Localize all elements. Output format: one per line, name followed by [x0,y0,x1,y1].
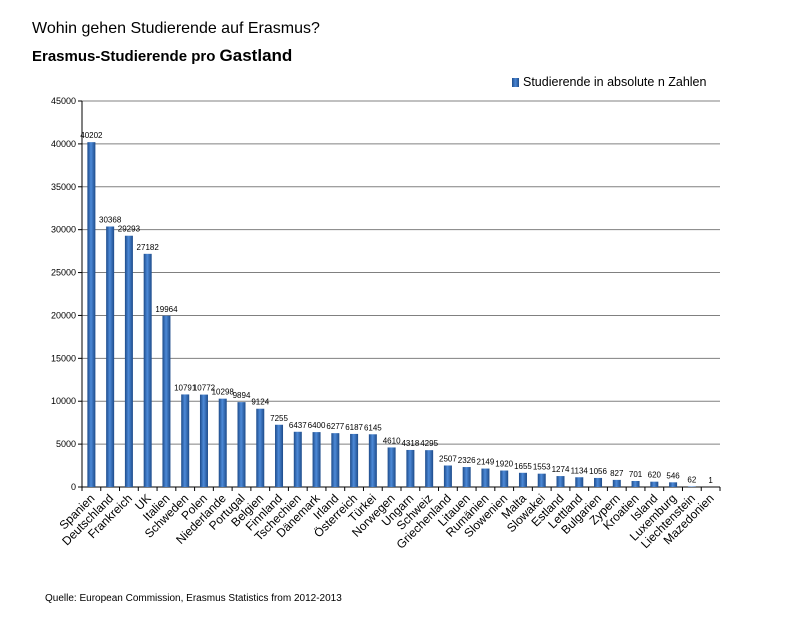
data-label: 10791 [174,383,197,392]
data-label: 19964 [155,305,178,314]
data-label: 2507 [439,454,457,463]
bar [312,432,321,487]
source-note: Quelle: European Commission, Erasmus Sta… [45,593,342,604]
data-label: 1920 [495,460,513,469]
bar [218,398,227,487]
bar [481,468,490,487]
data-label: 1056 [589,467,607,476]
data-label: 1655 [514,462,532,471]
y-tick-label: 0 [71,482,76,492]
data-label: 4295 [420,439,438,448]
bar [293,431,302,487]
data-label: 1134 [571,466,589,475]
bar [162,315,171,487]
bar [406,449,415,487]
gridlines [78,100,721,491]
y-tick-label: 35000 [51,182,76,192]
chart-subtitle: Erasmus-Studierende pro Gastland [32,46,292,66]
data-label: 40202 [80,131,103,140]
bar [199,394,208,487]
subtitle-emphasis: Gastland [219,46,293,65]
bar [368,434,377,487]
data-label: 30368 [99,216,122,225]
data-label: 6400 [308,421,326,430]
y-tick-label: 45000 [51,96,76,106]
data-label: 9894 [233,391,251,400]
bar [631,480,640,487]
bar [556,476,565,487]
data-label: 620 [648,471,662,480]
bar [387,447,396,487]
data-label: 4318 [401,439,419,448]
data-label: 546 [666,471,680,480]
bar [669,482,678,487]
data-label: 29293 [118,225,141,234]
data-label: 27182 [137,243,160,252]
data-label: 827 [610,469,624,478]
subtitle-prefix: Erasmus-Studierende pro [32,48,220,65]
data-label: 1274 [552,465,570,474]
bar [462,467,471,487]
bar [87,142,96,487]
data-label: 701 [629,470,643,479]
y-tick-label: 5000 [56,439,76,449]
legend-label: Studierende in absolute n Zahlen [523,75,707,89]
bar [143,253,152,487]
chart-title: Wohin gehen Studierende auf Erasmus? [32,20,320,37]
bar [275,424,284,487]
y-tick-label: 25000 [51,268,76,278]
bar [594,477,603,487]
bar [575,477,584,487]
data-label: 6277 [326,422,344,431]
bar [650,481,659,487]
data-label: 7255 [270,414,288,423]
y-axis-ticks: 0 5000 10000 15000 20000 25000 30000 35000 40000… [51,96,76,492]
data-label: 10772 [193,384,216,393]
y-tick-label: 30000 [51,225,76,235]
data-label: 6187 [345,423,363,432]
y-tick-label: 20000 [51,310,76,320]
bar [181,394,190,487]
data-label: 2149 [477,458,495,467]
data-label: 4610 [383,436,401,445]
data-label: 10298 [212,388,235,397]
data-label: 1553 [533,463,551,472]
bar [687,486,696,487]
legend-swatch [512,77,519,87]
bar [500,470,509,487]
bar [331,433,340,487]
data-label: 6437 [289,421,307,430]
bar [256,408,265,487]
bar [518,472,527,487]
bar [612,479,621,487]
bar [443,465,452,487]
bar [124,235,133,487]
x-axis-categories: SpanienDeutschlandFrankreichUKItalienSch… [56,491,716,552]
y-tick-label: 10000 [51,396,76,406]
bar [425,450,434,487]
data-label: 9124 [251,398,269,407]
bar [237,402,246,487]
data-label: 1 [708,476,713,485]
data-label: 6145 [364,423,382,432]
y-tick-label: 15000 [51,353,76,363]
bar [537,473,546,487]
data-label: 62 [687,475,696,484]
data-label: 2326 [458,456,476,465]
bar [350,433,359,487]
bar [106,226,115,487]
y-tick-label: 40000 [51,139,76,149]
bars [87,142,715,487]
legend: Studierende in absolute n Zahlen [512,75,706,89]
